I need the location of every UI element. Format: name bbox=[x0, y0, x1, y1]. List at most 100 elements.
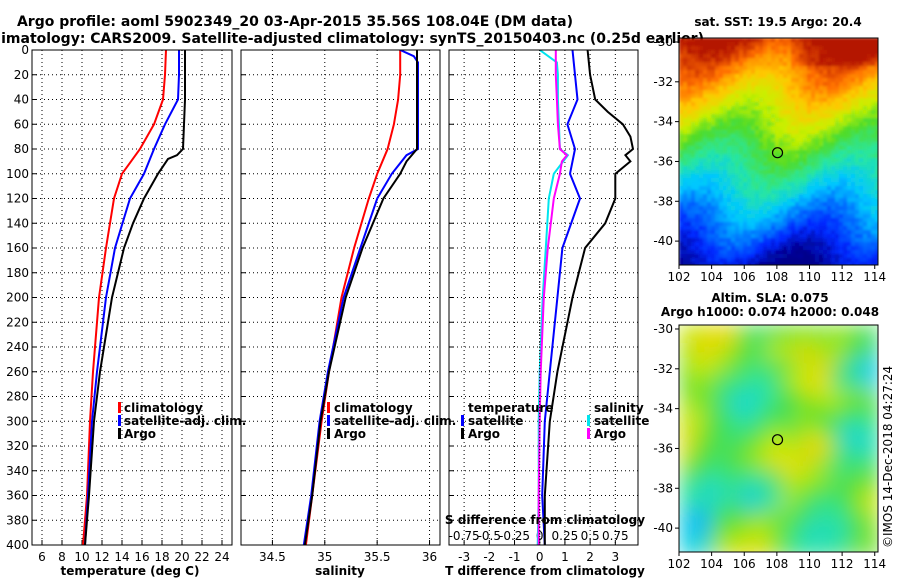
sst-cell bbox=[799, 90, 804, 95]
sla-cell bbox=[783, 533, 792, 542]
sst-cell bbox=[767, 66, 772, 71]
sst-cell bbox=[875, 114, 878, 119]
sst-cell bbox=[727, 178, 732, 183]
sst-cell bbox=[699, 94, 704, 99]
sst-cell bbox=[735, 70, 740, 75]
sst-cell bbox=[823, 202, 828, 207]
sst-cell bbox=[807, 174, 812, 179]
sst-cell bbox=[743, 198, 748, 203]
sst-cell bbox=[855, 62, 860, 67]
sst-cell bbox=[767, 122, 772, 127]
sst-cell bbox=[783, 50, 788, 55]
sla-cell bbox=[871, 517, 878, 526]
sst-cell bbox=[807, 142, 812, 147]
sla-cell bbox=[799, 509, 808, 518]
sst-cell bbox=[707, 142, 712, 147]
sla-cell bbox=[687, 349, 696, 358]
sst-cell bbox=[739, 130, 744, 135]
legend-swatch-climatology bbox=[327, 402, 330, 413]
sst-cell bbox=[831, 230, 836, 235]
sst-cell bbox=[827, 186, 832, 191]
sla-cell bbox=[727, 413, 736, 422]
sst-cell bbox=[755, 210, 760, 215]
sst-cell bbox=[799, 254, 804, 259]
sst-cell bbox=[683, 98, 688, 103]
sst-cell bbox=[747, 46, 752, 51]
sst-cell bbox=[855, 86, 860, 91]
sst-cell bbox=[731, 42, 736, 47]
sst-cell bbox=[831, 38, 836, 43]
sst-cell bbox=[763, 222, 768, 227]
sst-cell bbox=[859, 94, 864, 99]
sla-cell bbox=[711, 429, 720, 438]
sst-cell bbox=[691, 42, 696, 47]
sst-cell bbox=[855, 90, 860, 95]
sla-cell bbox=[839, 357, 848, 366]
sst-cell bbox=[815, 258, 820, 263]
tick-label-y: 40 bbox=[14, 93, 29, 107]
sst-cell bbox=[835, 222, 840, 227]
sla-cell bbox=[767, 485, 776, 494]
sla-cell bbox=[775, 389, 784, 398]
sst-cell bbox=[851, 218, 856, 223]
sst-cell bbox=[843, 182, 848, 187]
sst-cell bbox=[683, 230, 688, 235]
tick-label-y: 280 bbox=[6, 390, 29, 404]
sst-cell bbox=[863, 194, 868, 199]
sst-cell bbox=[695, 174, 700, 179]
sst-cell bbox=[707, 126, 712, 131]
sla-cell bbox=[807, 373, 816, 382]
sst-cell bbox=[875, 242, 878, 247]
sla-cell bbox=[711, 325, 720, 334]
sst-cell bbox=[703, 90, 708, 95]
sst-cell bbox=[715, 98, 720, 103]
sst-cell bbox=[791, 122, 796, 127]
sst-cell bbox=[743, 126, 748, 131]
sst-cell bbox=[803, 234, 808, 239]
sla-cell bbox=[679, 549, 688, 552]
sst-cell bbox=[875, 170, 878, 175]
sst-cell bbox=[839, 202, 844, 207]
sst-cell bbox=[719, 66, 724, 71]
sst-cell bbox=[803, 98, 808, 103]
sst-cell bbox=[699, 150, 704, 155]
sst-cell bbox=[807, 230, 812, 235]
sst-cell bbox=[835, 254, 840, 259]
sst-cell bbox=[723, 250, 728, 255]
sst-cell bbox=[691, 102, 696, 107]
tick-label-x: 35 bbox=[317, 550, 332, 564]
sst-cell bbox=[819, 142, 824, 147]
sst-cell bbox=[835, 118, 840, 123]
sst-cell bbox=[695, 62, 700, 67]
sla-cell bbox=[839, 541, 848, 550]
sla-cell bbox=[767, 477, 776, 486]
sst-cell bbox=[855, 150, 860, 155]
sst-cell bbox=[823, 138, 828, 143]
sst-cell bbox=[723, 38, 728, 43]
sst-cell bbox=[739, 166, 744, 171]
sst-cell bbox=[787, 166, 792, 171]
sst-cell bbox=[695, 50, 700, 55]
sst-cell bbox=[683, 234, 688, 239]
sst-cell bbox=[851, 94, 856, 99]
sla-cell bbox=[807, 357, 816, 366]
sst-cell bbox=[727, 246, 732, 251]
tick-label-y: 380 bbox=[6, 513, 29, 527]
sst-cell bbox=[827, 106, 832, 111]
sst-cell bbox=[743, 110, 748, 115]
sst-cell bbox=[683, 178, 688, 183]
sst-cell bbox=[707, 186, 712, 191]
sst-cell bbox=[767, 134, 772, 139]
map-tick-label-x: 106 bbox=[733, 270, 756, 284]
sst-cell bbox=[775, 78, 780, 83]
sla-cell bbox=[847, 421, 856, 430]
sst-cell bbox=[799, 74, 804, 79]
sst-cell bbox=[795, 250, 800, 255]
sst-cell bbox=[823, 106, 828, 111]
sst-cell bbox=[875, 98, 878, 103]
sst-cell bbox=[867, 150, 872, 155]
sst-cell bbox=[811, 46, 816, 51]
sst-cell bbox=[863, 190, 868, 195]
sst-cell bbox=[855, 94, 860, 99]
sla-cell bbox=[703, 429, 712, 438]
